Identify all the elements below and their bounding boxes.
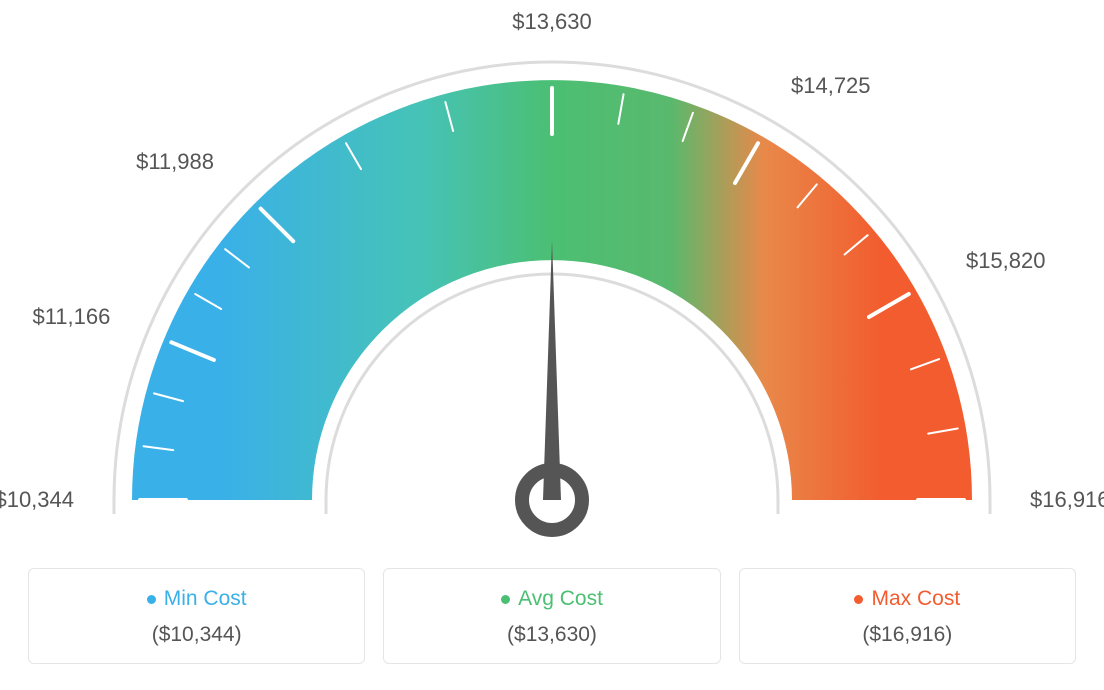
dot-icon: [147, 595, 156, 604]
dot-icon: [501, 595, 510, 604]
legend-card-avg: Avg Cost ($13,630): [383, 568, 720, 664]
legend-value-avg: ($13,630): [394, 623, 709, 647]
legend-title-min: Min Cost: [39, 587, 354, 611]
svg-text:$15,820: $15,820: [966, 248, 1046, 273]
svg-text:$11,988: $11,988: [136, 149, 214, 174]
legend-value-max: ($16,916): [750, 623, 1065, 647]
legend-card-max: Max Cost ($16,916): [739, 568, 1076, 664]
gauge-chart: $10,344 $11,166 $11,988 $13,630 $14,725 $15,8…: [0, 0, 1104, 560]
svg-text:$16,916: $16,916: [1030, 487, 1104, 512]
legend-label-avg: Avg Cost: [518, 587, 603, 610]
legend-row: Min Cost ($10,344) Avg Cost ($13,630) Ma…: [0, 568, 1104, 664]
svg-text:$10,344: $10,344: [0, 487, 74, 512]
svg-text:$14,725: $14,725: [791, 73, 871, 98]
legend-title-max: Max Cost: [750, 587, 1065, 611]
dot-icon: [854, 595, 863, 604]
legend-title-avg: Avg Cost: [394, 587, 709, 611]
svg-text:$11,166: $11,166: [32, 304, 110, 329]
legend-label-min: Min Cost: [164, 587, 247, 610]
legend-label-max: Max Cost: [871, 587, 960, 610]
legend-card-min: Min Cost ($10,344): [28, 568, 365, 664]
svg-text:$13,630: $13,630: [512, 9, 592, 34]
legend-value-min: ($10,344): [39, 623, 354, 647]
gauge-svg: $10,344 $11,166 $11,988 $13,630 $14,725 $15,8…: [0, 0, 1104, 560]
